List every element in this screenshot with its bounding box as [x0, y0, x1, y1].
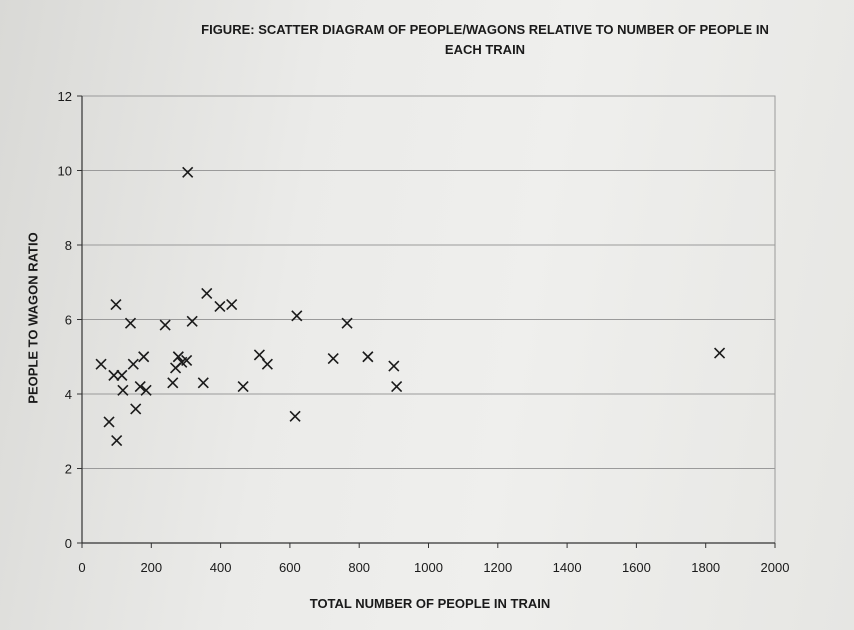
x-tick-label: 800 — [348, 560, 370, 575]
x-tick-label: 200 — [140, 560, 162, 575]
data-point — [197, 377, 209, 389]
chart-title: FIGURE: SCATTER DIAGRAM OF PEOPLE/WAGONS… — [120, 20, 850, 60]
x-tick-label: 2000 — [761, 560, 790, 575]
data-point — [95, 358, 107, 370]
data-point — [124, 317, 137, 329]
data-point — [327, 353, 339, 365]
data-point — [226, 299, 238, 311]
data-point — [391, 380, 403, 393]
data-point — [103, 416, 115, 428]
chart-title-line-1: FIGURE: SCATTER DIAGRAM OF PEOPLE/WAGONS… — [201, 22, 769, 37]
data-point — [116, 369, 128, 381]
x-tick-label: 1400 — [553, 560, 582, 575]
data-point — [138, 351, 150, 363]
data-point — [140, 384, 152, 396]
data-point — [159, 319, 171, 331]
data-point — [341, 317, 353, 329]
data-point — [253, 349, 265, 361]
data-point — [134, 380, 146, 393]
x-tick-label: 1200 — [483, 560, 512, 575]
data-point — [713, 347, 726, 359]
y-tick-label: 10 — [58, 164, 72, 179]
x-tick-label: 0 — [78, 560, 85, 575]
data-point — [289, 410, 301, 422]
data-point — [127, 358, 139, 370]
data-point — [362, 351, 374, 363]
data-point — [201, 287, 213, 299]
y-tick-label: 12 — [58, 89, 72, 104]
chart-title-line-2: EACH TRAIN — [444, 42, 526, 57]
x-tick-label: 400 — [210, 560, 232, 575]
data-point — [291, 310, 303, 322]
data-point — [172, 351, 184, 363]
x-tick-label: 600 — [279, 560, 301, 575]
data-point — [111, 434, 123, 447]
y-tick-label: 2 — [65, 462, 72, 477]
data-point — [214, 300, 226, 313]
x-tick-label: 1800 — [691, 560, 720, 575]
x-axis-label: TOTAL NUMBER OF PEOPLE IN TRAIN — [309, 596, 551, 611]
data-point — [388, 360, 400, 372]
x-tick-label: 1000 — [414, 560, 443, 575]
y-tick-label: 0 — [65, 536, 72, 551]
y-tick-label: 4 — [65, 387, 72, 402]
data-point — [182, 166, 194, 178]
y-tick-label: 6 — [65, 313, 72, 328]
data-point — [117, 384, 129, 396]
y-tick-label: 8 — [65, 238, 72, 253]
y-axis-label: PEOPLE TO WAGON RATIO — [25, 232, 41, 404]
data-point — [181, 354, 193, 367]
data-point — [167, 377, 179, 389]
data-point — [261, 358, 273, 370]
data-point — [237, 380, 249, 393]
data-point — [186, 315, 198, 327]
x-tick-label: 1600 — [622, 560, 651, 575]
data-point — [108, 369, 120, 381]
data-point — [110, 299, 122, 311]
data-point — [130, 403, 142, 415]
